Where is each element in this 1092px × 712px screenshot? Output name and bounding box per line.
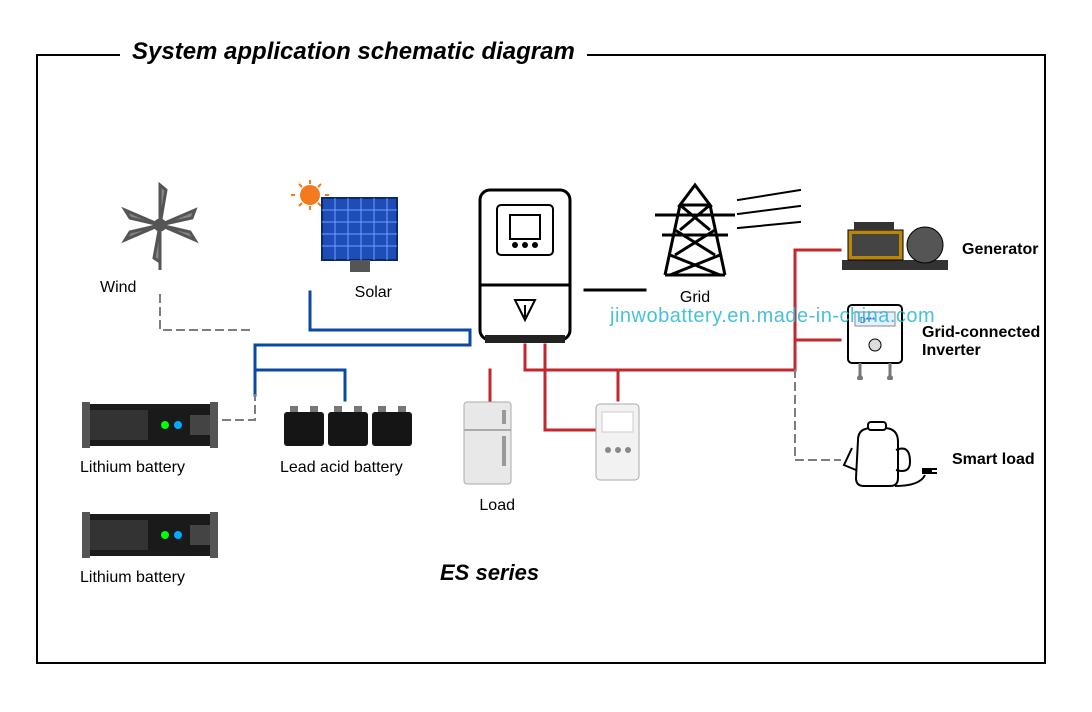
- generator-icon: Generator: [840, 220, 1038, 275]
- grid-tower-icon: Grid: [640, 180, 750, 307]
- solar-label: Solar: [280, 284, 410, 302]
- watermark-text: jinwobattery.en.made-in-china.com: [610, 305, 935, 328]
- load-label: Load: [460, 497, 515, 515]
- lithium2-label: Lithium battery: [80, 569, 220, 587]
- wind-turbine-icon: Wind: [100, 180, 220, 297]
- series-label: ES series: [440, 560, 539, 586]
- lithium-battery-1-icon: Lithium battery: [80, 400, 220, 477]
- load-appliance-2-icon: [590, 400, 645, 490]
- es-inverter-icon: [465, 185, 585, 350]
- smart-load-icon: Smart load: [840, 420, 1035, 495]
- solar-panel-icon: Solar: [280, 180, 410, 302]
- lead-acid-battery-icon: Lead acid battery: [280, 400, 420, 477]
- grid-inverter-label: Grid-connected Inverter: [922, 324, 1042, 361]
- wind-label: Wind: [100, 279, 220, 297]
- lithium1-label: Lithium battery: [80, 459, 220, 477]
- smart-load-label: Smart load: [952, 451, 1035, 469]
- lithium-battery-2-icon: Lithium battery: [80, 510, 220, 587]
- diagram-title: System application schematic diagram: [132, 38, 575, 65]
- leadacid-label: Lead acid battery: [280, 459, 420, 477]
- generator-label: Generator: [962, 241, 1038, 259]
- load-appliance-1-icon: Load: [460, 400, 515, 515]
- title-wrap: System application schematic diagram: [120, 38, 587, 66]
